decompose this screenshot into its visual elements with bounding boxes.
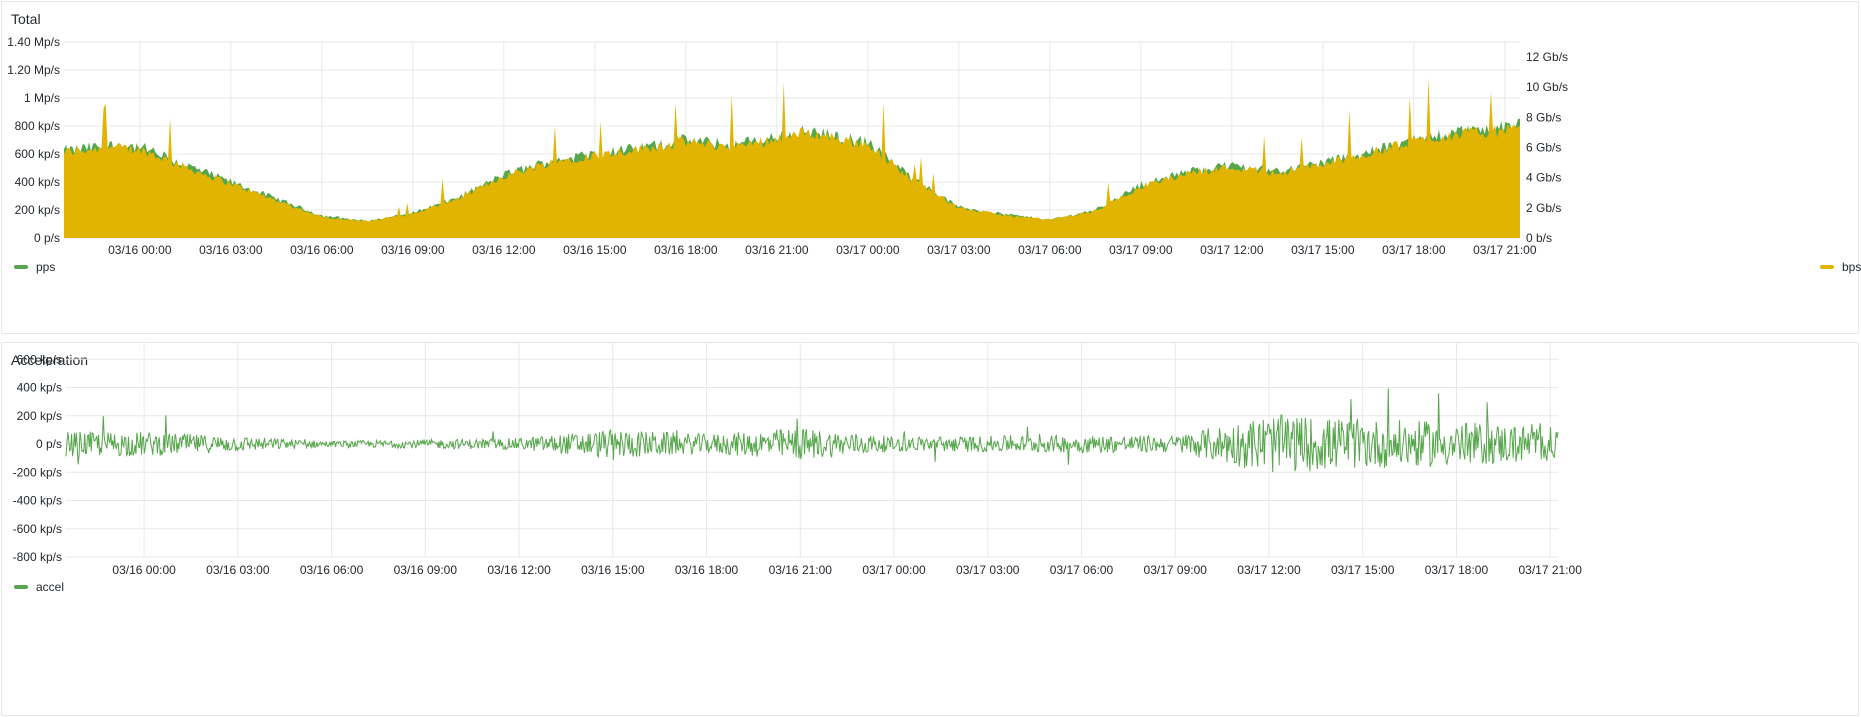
x-tick-label: 03/17 15:00	[1291, 243, 1355, 257]
y-right-tick-label: 0 b/s	[1526, 231, 1552, 245]
x-tick-label: 03/17 09:00	[1144, 563, 1208, 577]
y-right-tick-label: 4 Gb/s	[1526, 171, 1561, 185]
legend-pps-label: pps	[36, 260, 56, 274]
y-left-tick-label: 200 kp/s	[15, 203, 60, 217]
accel-swatch-icon	[14, 585, 28, 589]
bps-area	[64, 77, 1520, 239]
y-tick-label: -800 kp/s	[13, 550, 62, 564]
x-tick-label: 03/17 03:00	[956, 563, 1020, 577]
y-tick-label: 400 kp/s	[17, 381, 62, 395]
y-left-tick-label: 800 kp/s	[15, 119, 60, 133]
legend-accel[interactable]: accel	[14, 580, 64, 594]
total-panel: Total 0 p/s 200 kp/s 400 kp/s 600 kp/s 800 k…	[1, 1, 1861, 335]
legend-bps[interactable]: bps	[1820, 260, 1861, 274]
x-tick-label: 03/17 15:00	[1331, 563, 1395, 577]
x-tick-label: 03/17 12:00	[1237, 563, 1301, 577]
y-left-tick-label: 1.40 Mp/s	[7, 35, 60, 49]
legend-accel-label: accel	[36, 580, 65, 594]
legend-bps-label: bps	[1842, 260, 1861, 274]
total-chart[interactable]: 0 p/s 200 kp/s 400 kp/s 600 kp/s 800 kp/s 1 M…	[2, 2, 1860, 335]
y-right-tick-label: 10 Gb/s	[1526, 80, 1568, 94]
y-tick-label: -600 kp/s	[13, 522, 62, 536]
x-tick-label: 03/17 03:00	[927, 243, 991, 257]
x-tick-label: 03/16 15:00	[581, 563, 645, 577]
acceleration-chart[interactable]: -800 kp/s -600 kp/s -400 kp/s -200 kp/s 0 p/…	[2, 343, 1860, 717]
y-tick-label: 200 kp/s	[17, 409, 62, 423]
x-tick-label: 03/17 09:00	[1109, 243, 1173, 257]
y-left-tick-label: 400 kp/s	[15, 175, 60, 189]
x-tick-label: 03/16 12:00	[472, 243, 536, 257]
x-tick-label: 03/16 12:00	[487, 563, 551, 577]
x-tick-label: 03/17 06:00	[1050, 563, 1114, 577]
y-left-tick-label: 600 kp/s	[15, 147, 60, 161]
x-tick-label: 03/16 18:00	[654, 243, 718, 257]
pps-swatch-icon	[14, 265, 28, 269]
x-tick-label: 03/17 21:00	[1518, 563, 1582, 577]
x-tick-label: 03/17 18:00	[1425, 563, 1489, 577]
x-tick-label: 03/16 00:00	[112, 563, 176, 577]
y-tick-label: -400 kp/s	[13, 494, 62, 508]
x-tick-label: 03/16 15:00	[563, 243, 627, 257]
x-tick-label: 03/17 06:00	[1018, 243, 1082, 257]
x-tick-label: 03/17 21:00	[1473, 243, 1537, 257]
x-tick-label: 03/16 03:00	[199, 243, 263, 257]
y-left-tick-label: 1 Mp/s	[24, 91, 60, 105]
accel-line	[65, 388, 1559, 473]
y-right-tick-label: 12 Gb/s	[1526, 50, 1568, 64]
panel-title-acceleration: Acceleration	[11, 352, 89, 368]
x-tick-label: 03/17 00:00	[836, 243, 900, 257]
x-tick-label: 03/16 06:00	[300, 563, 364, 577]
x-tick-label: 03/16 21:00	[745, 243, 809, 257]
x-tick-label: 03/16 21:00	[769, 563, 833, 577]
y-left-tick-label: 0 p/s	[34, 231, 60, 245]
y-left-tick-label: 1.20 Mp/s	[7, 63, 60, 77]
y-right-tick-label: 2 Gb/s	[1526, 201, 1561, 215]
y-right-tick-label: 6 Gb/s	[1526, 141, 1561, 155]
bps-swatch-icon	[1820, 265, 1834, 269]
x-tick-label: 03/17 18:00	[1382, 243, 1446, 257]
x-tick-label: 03/17 00:00	[862, 563, 926, 577]
x-tick-label: 03/16 06:00	[290, 243, 354, 257]
y-right-tick-label: 8 Gb/s	[1526, 110, 1561, 124]
panel-title-total: Total	[11, 11, 41, 27]
x-tick-label: 03/16 09:00	[394, 563, 458, 577]
x-tick-label: 03/16 18:00	[675, 563, 739, 577]
x-tick-label: 03/16 09:00	[381, 243, 445, 257]
legend-pps[interactable]: pps	[14, 260, 55, 274]
y-tick-label: 600 kp/s	[17, 352, 62, 366]
y-tick-label: -200 kp/s	[13, 465, 62, 479]
acceleration-panel: Acceleration -800 kp/s -600 kp/s -400 kp/s…	[1, 342, 1859, 716]
x-tick-label: 03/16 03:00	[206, 563, 270, 577]
x-tick-label: 03/16 00:00	[108, 243, 172, 257]
y-tick-label: 0 p/s	[36, 437, 62, 451]
x-tick-label: 03/17 12:00	[1200, 243, 1264, 257]
